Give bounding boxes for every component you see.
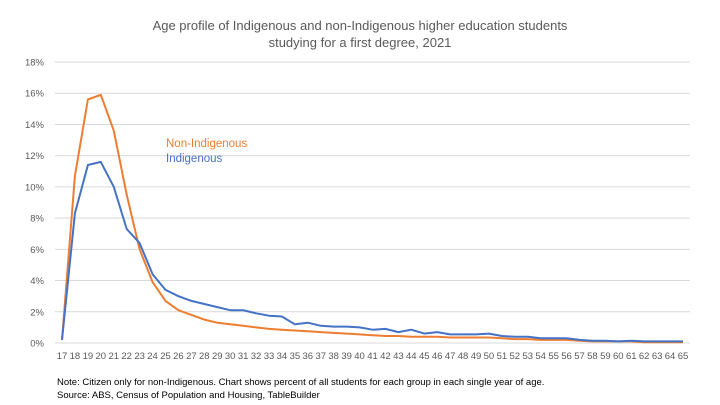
x-tick-label: 60 (613, 351, 624, 362)
x-tick-label: 28 (199, 351, 210, 362)
y-tick-label: 6% (30, 245, 44, 256)
x-tick-label: 24 (147, 351, 158, 362)
legend-label-indigenous: Indigenous (166, 153, 223, 165)
x-tick-label: 50 (484, 351, 495, 362)
x-tick-label: 52 (510, 351, 521, 362)
x-tick-label: 61 (626, 351, 637, 362)
x-tick-label: 48 (458, 351, 469, 362)
x-tick-label: 43 (393, 351, 404, 362)
x-tick-label: 32 (251, 351, 262, 362)
chart-title-line-2: studying for a first degree, 2021 (268, 35, 452, 50)
x-tick-label: 39 (341, 351, 352, 362)
x-tick-label: 30 (225, 351, 236, 362)
x-tick-label: 38 (328, 351, 339, 362)
x-tick-label: 21 (108, 351, 119, 362)
y-tick-label: 10% (25, 182, 45, 193)
x-tick-label: 46 (432, 351, 443, 362)
x-tick-label: 56 (561, 351, 572, 362)
y-tick-label: 0% (30, 339, 44, 350)
x-tick-label: 42 (380, 351, 391, 362)
x-tick-label: 33 (264, 351, 275, 362)
chart-title: Age profile of Indigenous and non-Indige… (0, 17, 720, 51)
x-tick-label: 37 (315, 351, 326, 362)
x-tick-label: 54 (535, 351, 546, 362)
x-tick-label: 41 (367, 351, 378, 362)
x-tick-label: 59 (600, 351, 611, 362)
x-tick-label: 29 (212, 351, 223, 362)
x-tick-label: 64 (665, 351, 676, 362)
chart-source: Source: ABS, Census of Population and Ho… (57, 390, 320, 401)
x-tick-label: 20 (96, 351, 107, 362)
y-tick-label: 14% (25, 120, 45, 131)
x-tick-label: 26 (173, 351, 184, 362)
x-tick-label: 49 (471, 351, 482, 362)
x-tick-label: 65 (678, 351, 689, 362)
series-line-indigenous (61, 160, 683, 343)
x-tick-label: 53 (522, 351, 533, 362)
x-tick-label: 36 (303, 351, 314, 362)
x-tick-label: 45 (419, 351, 430, 362)
x-tick-label: 58 (587, 351, 598, 362)
x-tick-label: 44 (406, 351, 417, 362)
x-tick-label: 62 (639, 351, 650, 362)
y-tick-label: 12% (25, 151, 45, 162)
x-tick-label: 18 (70, 351, 81, 362)
x-tick-label: 25 (160, 351, 171, 362)
y-tick-label: 16% (25, 89, 45, 100)
x-tick-label: 22 (121, 351, 132, 362)
x-tick-label: 57 (574, 351, 585, 362)
x-tick-label: 34 (277, 351, 288, 362)
x-tick-label: 31 (238, 351, 249, 362)
x-tick-label: 51 (497, 351, 508, 362)
y-tick-label: 2% (30, 307, 44, 318)
y-tick-label: 18% (25, 58, 45, 69)
chart-title-line-1: Age profile of Indigenous and non-Indige… (152, 18, 568, 33)
x-tick-label: 27 (186, 351, 197, 362)
x-tick-label: 17 (57, 351, 68, 362)
x-tick-label: 63 (652, 351, 663, 362)
x-tick-label: 55 (548, 351, 559, 362)
y-tick-label: 4% (30, 276, 44, 287)
legend-label-non-indigenous: Non-Indigenous (166, 138, 247, 150)
chart-note: Note: Citizen only for non-Indigenous. C… (57, 377, 545, 388)
x-tick-label: 23 (134, 351, 145, 362)
x-tick-label: 35 (290, 351, 301, 362)
x-tick-label: 40 (354, 351, 365, 362)
x-tick-label: 47 (445, 351, 456, 362)
y-tick-label: 8% (30, 214, 44, 225)
x-tick-label: 19 (83, 351, 94, 362)
